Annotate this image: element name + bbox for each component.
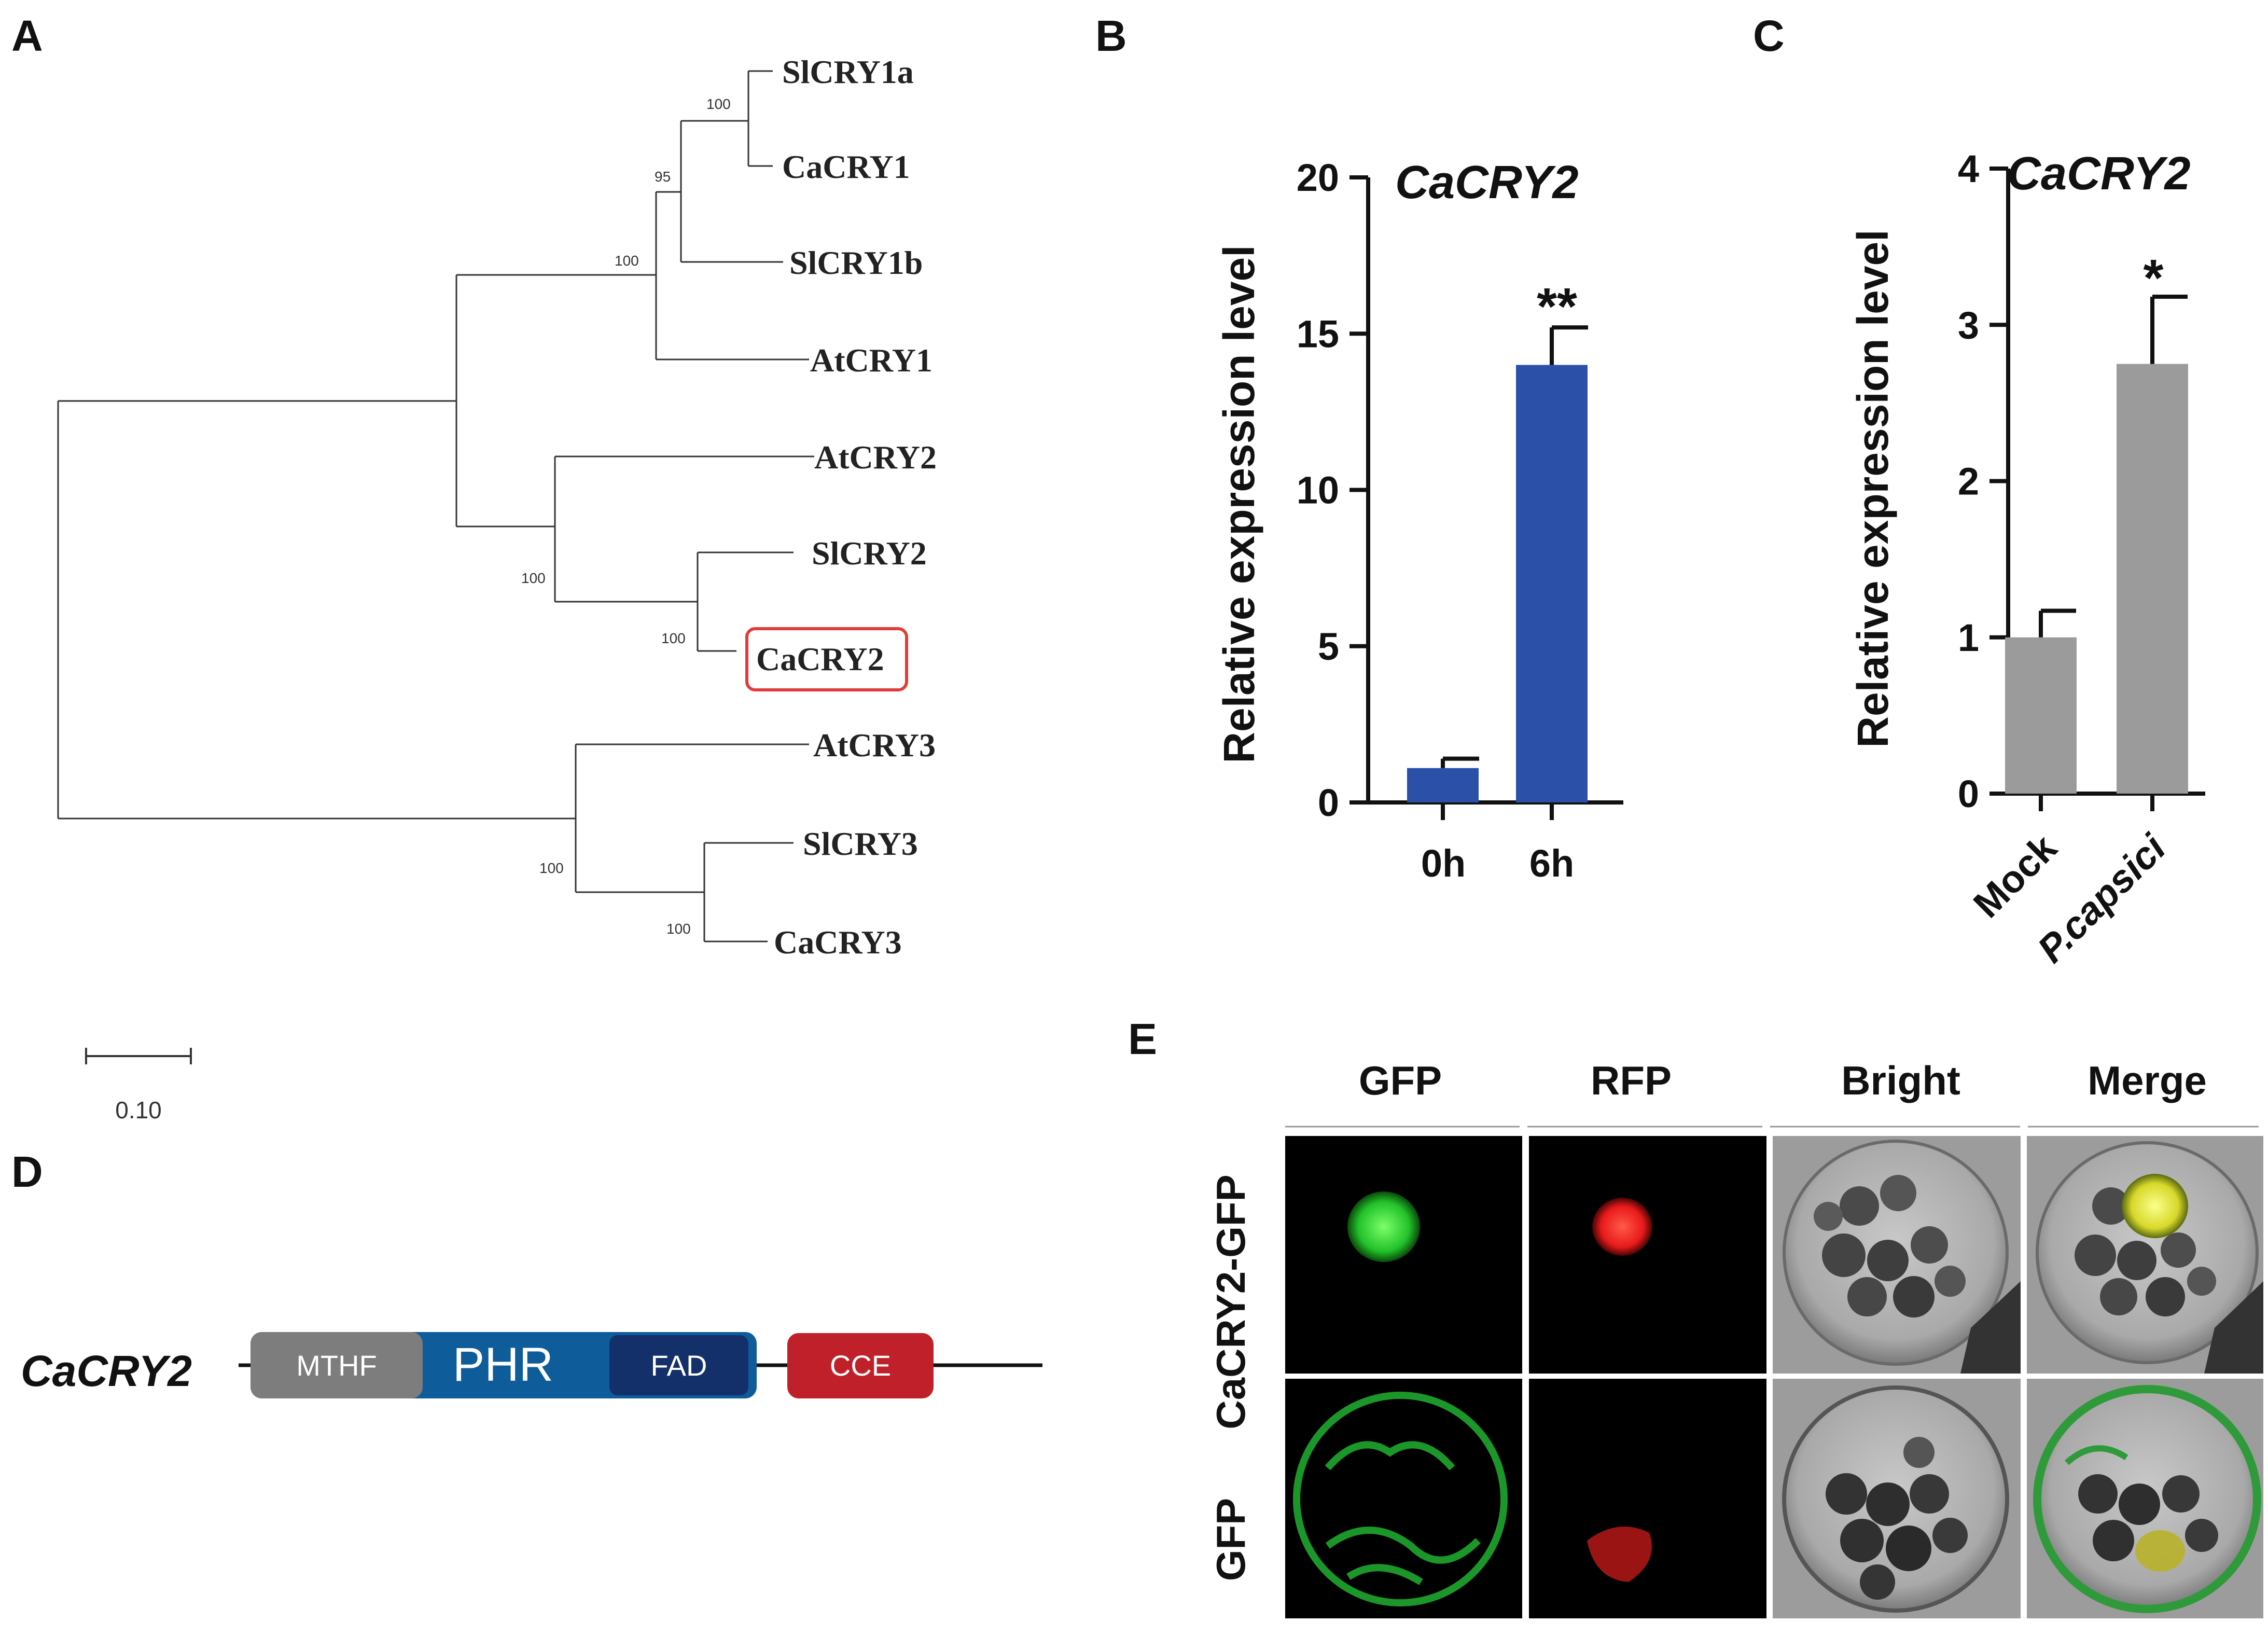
row-header-gfp: GFP [1208,1498,1254,1581]
image-row-2 [1285,1379,2263,1618]
tree-leaf-label: SlCRY2 [812,535,927,572]
chart-c-y-tick-label: 4 [1958,147,1979,190]
bootstrap-value: 100 [706,96,731,112]
panel-c: C CaCRY2 Relative expression level 0 1 2 3 4… [1753,11,2205,970]
highlight-box [745,627,908,691]
cell-image [2033,1385,2261,1613]
panel-d: D CaCRY2 MTHF PHR FAD CCE [11,1147,1042,1398]
column-header-rfp: RFP [1591,1058,1672,1103]
scale-bar [85,1048,192,1064]
chart-c-bar [2005,637,2077,794]
bootstrap-value: 100 [666,921,691,937]
chart-b-plot: 0 5 10 15 20 [1297,156,1623,824]
cce-domain [787,1333,934,1398]
chart-c-y-tick-label: 1 [1958,616,1979,659]
fad-domain [609,1335,748,1395]
chart-b-bar [1516,365,1588,802]
bootstrap-value: 100 [521,570,546,586]
panel-e: E GFP RFP Bright Merge CaCRY2-GFP GFP [1128,1015,2263,1618]
tree-leaf-label-highlighted: CaCRY2 [756,641,884,677]
column-header-merge: Merge [2088,1058,2207,1103]
tree-leaf-label: SlCRY3 [803,825,918,862]
domain-gene-name: CaCRY2 [21,1347,192,1395]
chart-b-y-tick-label: 0 [1318,781,1339,824]
fad-domain-label: FAD [651,1349,707,1382]
chart-b-y-tick-label: 20 [1297,156,1339,199]
phr-domain-label: PHR [453,1338,553,1391]
nucleus-signal [2122,1174,2188,1238]
chloroplast-signal [1587,1527,1652,1582]
cell-image [1782,1385,2009,1613]
tree-leaf-label: CaCRY1 [782,148,910,185]
tree-leaf-label: AtCRY1 [810,342,933,379]
chart-c-title: CaCRY2 [2007,148,2191,200]
micrograph-gfp [1285,1379,1522,1618]
panel-d-letter: D [11,1147,43,1196]
micrograph-rfp [1529,1379,1766,1618]
bootstrap-value: 100 [615,253,639,269]
chart-c-y-tick-label: 2 [1958,460,1979,503]
chart-b-bar [1407,768,1479,802]
chart-c-x-tick-label: Mock [1965,826,2065,926]
chart-c-y-tick-label: 0 [1958,772,1979,815]
bootstrap-value: 95 [655,169,671,185]
tree-leaf-label: AtCRY3 [813,727,936,764]
bootstrap-value: 100 [539,860,564,876]
chart-b-y-axis-title: Relative expression level [1215,245,1263,763]
cell-image [2036,1141,2263,1374]
mthf-domain [251,1332,423,1398]
cell-outline-signal [1293,1392,1508,1606]
image-row-1 [1285,1136,2263,1374]
tree-leaf-label: AtCRY2 [814,439,937,476]
chart-b-y-tick-label: 15 [1297,312,1339,355]
row-header-cacry2-gfp: CaCRY2-GFP [1208,1174,1254,1429]
chart-b-y-tick-label: 5 [1318,625,1339,668]
cce-domain-label: CCE [830,1349,891,1382]
tree-leaf-label: SlCRY1b [789,244,923,281]
panel-a-letter: A [11,11,43,60]
chart-b-title: CaCRY2 [1395,157,1579,209]
chart-b-x-tick-label: 6h [1529,842,1574,885]
micrograph-rfp [1529,1136,1766,1374]
chart-b-significance-label: ** [1537,278,1577,336]
tree-leaf-label: CaCRY3 [774,924,902,961]
mthf-domain-label: MTHF [296,1349,377,1382]
tree-leaf-label: SlCRY1a [782,53,914,90]
nucleus-signal [1592,1198,1652,1256]
panel-e-letter: E [1128,1015,1157,1063]
column-header-gfp: GFP [1359,1058,1442,1103]
chart-c-significance-label: * [2144,249,2164,307]
bootstrap-value: 100 [661,630,686,646]
panel-b-letter: B [1095,11,1127,60]
tree-branches [57,70,814,942]
chart-b-y-tick-label: 10 [1297,469,1339,512]
column-header-bright: Bright [1841,1058,1960,1103]
scale-bar-label: 0.10 [115,1097,162,1124]
panel-b: B CaCRY2 Relative expression level 0 5 10 1… [1095,11,1623,885]
nucleus-signal [1347,1191,1420,1262]
chart-c-y-tick-label: 3 [1958,303,1979,346]
panel-a: A [11,11,937,1124]
chart-c-plot: 0 1 2 3 4 [1958,147,2205,815]
chart-b-x-tick-label: 0h [1421,842,1466,885]
chart-c-bar [2117,364,2188,794]
cell-image [1783,1140,2021,1374]
chart-c-y-axis-title: Relative expression level [1848,229,1897,747]
panel-c-letter: C [1753,11,1785,60]
